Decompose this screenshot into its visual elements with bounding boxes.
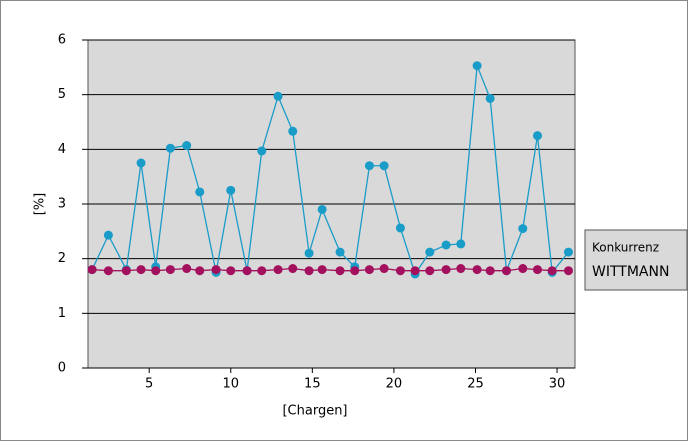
point <box>257 266 267 276</box>
point <box>335 247 345 257</box>
point <box>456 264 466 274</box>
point <box>350 266 360 276</box>
point <box>395 266 405 276</box>
legend-box <box>584 229 688 291</box>
point <box>563 247 573 257</box>
legend-label: Konkurrenz <box>592 241 659 255</box>
y-axis-label: [%] <box>33 193 48 216</box>
point <box>226 266 236 276</box>
point <box>472 61 482 71</box>
x-axis-label: [Chargen] <box>282 404 347 419</box>
point <box>211 265 221 275</box>
y-tick-label: 4 <box>58 142 66 157</box>
point <box>441 240 451 250</box>
point <box>165 265 175 275</box>
point <box>151 266 161 276</box>
point <box>288 264 298 274</box>
point <box>87 265 97 275</box>
point <box>182 141 192 151</box>
y-tick-label: 6 <box>58 33 66 48</box>
point <box>304 266 314 276</box>
point <box>532 131 542 141</box>
point <box>364 161 374 171</box>
point <box>103 266 113 276</box>
point <box>425 247 435 257</box>
y-tick-label: 0 <box>58 361 66 376</box>
point <box>518 224 528 234</box>
point <box>410 266 420 276</box>
point <box>226 185 236 195</box>
point <box>441 265 451 275</box>
point <box>242 266 252 276</box>
point <box>563 266 573 276</box>
point <box>501 266 511 276</box>
point <box>136 158 146 168</box>
point <box>317 265 327 275</box>
point <box>103 230 113 240</box>
point <box>379 161 389 171</box>
x-tick-label: 25 <box>467 377 484 392</box>
x-tick-label: 10 <box>222 377 239 392</box>
point <box>425 266 435 276</box>
point <box>273 91 283 101</box>
point <box>335 266 345 276</box>
point <box>195 187 205 197</box>
point <box>317 204 327 214</box>
point <box>456 239 466 249</box>
y-tick-label: 5 <box>58 87 66 102</box>
x-tick-label: 30 <box>549 377 566 392</box>
x-tick-label: 5 <box>145 377 153 392</box>
point <box>547 266 557 276</box>
point <box>195 266 205 276</box>
point <box>485 266 495 276</box>
point <box>304 248 314 258</box>
point <box>257 146 267 156</box>
x-tick-label: 15 <box>304 377 321 392</box>
point <box>485 93 495 103</box>
point <box>136 265 146 275</box>
point <box>273 265 283 275</box>
y-tick-label: 2 <box>58 251 66 266</box>
point <box>532 265 542 275</box>
point <box>182 264 192 274</box>
point <box>379 264 389 274</box>
point <box>165 143 175 153</box>
point <box>518 264 528 274</box>
y-tick-label: 1 <box>58 306 66 321</box>
point <box>121 266 131 276</box>
point <box>288 126 298 136</box>
y-tick-label: 3 <box>58 197 66 212</box>
point <box>364 265 374 275</box>
point <box>472 265 482 275</box>
x-tick-label: 20 <box>386 377 403 392</box>
legend-label: WITTMANN <box>592 264 669 280</box>
point <box>395 223 405 233</box>
